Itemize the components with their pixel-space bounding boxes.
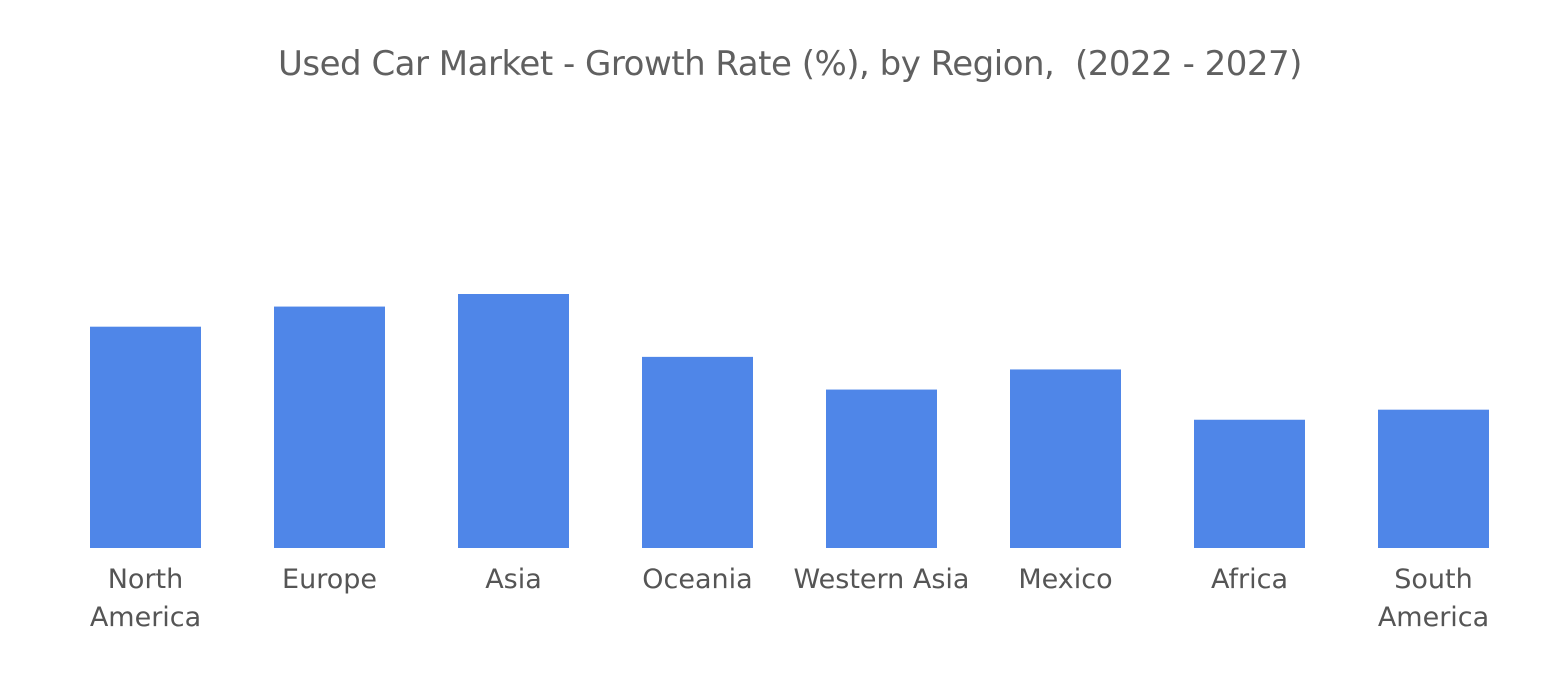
category-label-africa: Africa [1211,564,1288,595]
category-label-oceania: Oceania [642,564,752,595]
category-label-europe: Europe [282,564,377,595]
bar-mexico [1010,369,1121,548]
bar-asia [458,294,569,548]
category-label-mexico: Mexico [1018,564,1112,595]
bar-north-america [90,326,201,548]
chart-title: Used Car Market - Growth Rate (%), by Re… [278,44,1302,84]
bar-europe [274,306,385,548]
bar-south-america [1378,409,1489,548]
bars-group [90,294,1489,548]
category-label-south-america: South America [1378,564,1489,633]
category-label-asia: Asia [485,564,542,595]
category-label-western-asia: Western Asia [794,564,970,595]
category-labels-group: North America Europe Asia Oceania Western Asi… [90,564,1489,633]
bar-western-asia [826,389,937,548]
category-label-north-america: North America [90,564,201,633]
bar-africa [1194,419,1305,548]
bar-oceania [642,356,753,548]
